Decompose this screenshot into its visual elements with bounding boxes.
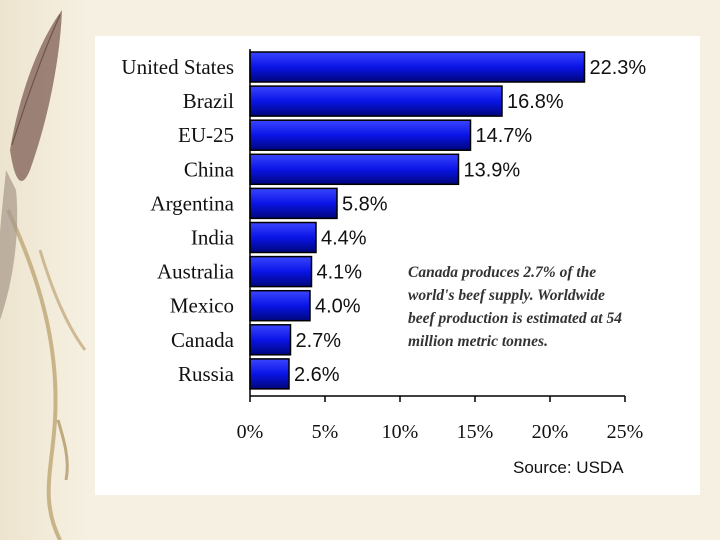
value-label: 16.8% [507, 91, 564, 113]
bars-layer: United States 22.3% Brazil 16.8% EU-25 14.7% C… [121, 51, 647, 390]
x-tick-label: 5% [312, 421, 339, 443]
bar [249, 51, 586, 83]
annotation-line: million metric tonnes. [408, 333, 548, 350]
bar-chart: United States 22.3% Brazil 16.8% EU-25 14.7% C… [121, 49, 647, 443]
category-label: United States [121, 55, 234, 79]
annotation-line: beef production is estimated at 54 [408, 310, 622, 327]
annotation-line: world's beef supply. Worldwide [408, 287, 605, 304]
annotation-line: Canada produces 2.7% of the [408, 264, 597, 281]
value-label: 4.1% [317, 262, 363, 284]
category-label: India [191, 226, 235, 250]
source-label: Source: USDA [513, 458, 624, 477]
chart-panel: United States 22.3% Brazil 16.8% EU-25 14.7% C… [95, 36, 700, 495]
bar [249, 221, 317, 254]
category-label: Australia [157, 260, 235, 284]
bar [249, 324, 292, 356]
value-label: 2.6% [294, 364, 340, 386]
x-tick-label: 20% [532, 421, 569, 443]
category-label: Mexico [170, 294, 234, 318]
category-label: Argentina [150, 191, 234, 215]
annotation-note: Canada produces 2.7% of the world's beef… [408, 261, 698, 353]
category-label: EU-25 [178, 123, 234, 147]
decorative-leaf-strip [0, 0, 90, 540]
value-label: 2.7% [296, 330, 342, 352]
x-tick-label: 0% [237, 421, 264, 443]
x-tick-label: 25% [607, 421, 644, 443]
bar [249, 153, 460, 186]
bar [249, 85, 503, 117]
leaf-branch-icon [0, 10, 87, 540]
value-label: 13.9% [464, 159, 521, 181]
x-tick-label: 15% [457, 421, 494, 443]
category-label: Russia [178, 362, 235, 386]
value-label: 14.7% [476, 125, 533, 147]
bar [249, 289, 311, 322]
category-label: Canada [171, 328, 235, 352]
bar [249, 187, 338, 220]
value-label: 5.8% [342, 193, 388, 215]
bar [249, 255, 313, 288]
x-tick-label: 10% [382, 421, 419, 443]
value-label: 22.3% [590, 57, 647, 79]
category-label: China [184, 157, 235, 181]
value-label: 4.4% [321, 228, 367, 250]
value-label: 4.0% [315, 296, 361, 318]
x-axis: 0% 5% 10% 15% 20% 25% [237, 49, 644, 443]
category-label: Brazil [183, 89, 234, 113]
bar [249, 119, 472, 151]
bar [249, 358, 290, 390]
